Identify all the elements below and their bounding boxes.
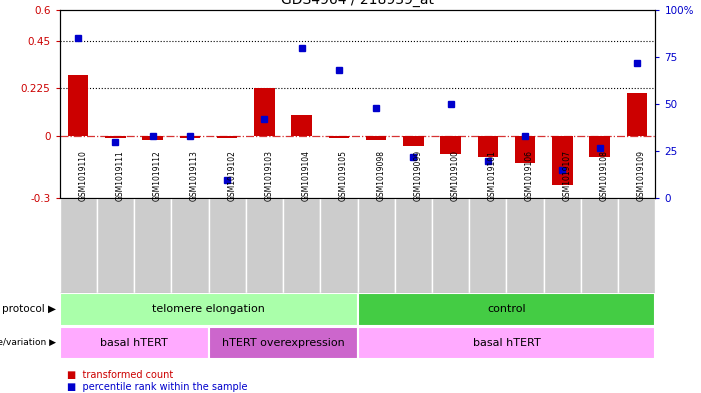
Text: GSM1019101: GSM1019101 — [488, 151, 497, 201]
Bar — [60, 294, 358, 325]
Bar — [395, 198, 432, 293]
Text: GSM1019111: GSM1019111 — [116, 151, 125, 201]
Bar — [403, 136, 423, 146]
Bar — [142, 136, 163, 140]
Bar — [329, 136, 349, 138]
Text: GSM1019107: GSM1019107 — [562, 150, 571, 201]
Bar — [217, 136, 238, 138]
Bar — [97, 198, 134, 293]
Text: GSM1019108: GSM1019108 — [599, 151, 608, 201]
Text: GSM1019106: GSM1019106 — [525, 150, 534, 201]
Bar — [358, 327, 655, 359]
Bar — [292, 115, 312, 136]
Bar — [544, 198, 581, 293]
Bar — [246, 198, 283, 293]
Title: GDS4964 / 218939_at: GDS4964 / 218939_at — [281, 0, 434, 7]
Bar — [105, 136, 125, 138]
Bar — [171, 198, 209, 293]
Text: GSM1019110: GSM1019110 — [79, 151, 87, 201]
Bar — [134, 198, 171, 293]
Bar — [358, 294, 655, 325]
Bar — [209, 198, 246, 293]
Bar — [440, 136, 461, 154]
Bar — [581, 198, 618, 293]
Text: basal hTERT: basal hTERT — [472, 338, 540, 348]
Text: basal hTERT: basal hTERT — [100, 338, 168, 348]
Bar — [283, 198, 320, 293]
Bar — [254, 88, 275, 136]
Text: GSM1019098: GSM1019098 — [376, 150, 385, 201]
Text: GSM1019104: GSM1019104 — [301, 150, 311, 201]
Bar — [590, 136, 610, 156]
Bar — [179, 136, 200, 138]
Text: telomere elongation: telomere elongation — [152, 305, 265, 314]
Text: GSM1019103: GSM1019103 — [264, 150, 273, 201]
Bar — [358, 198, 395, 293]
Text: GSM1019100: GSM1019100 — [451, 150, 460, 201]
Bar — [618, 198, 655, 293]
Bar — [366, 136, 386, 140]
Bar — [515, 136, 536, 163]
Bar — [320, 198, 358, 293]
Bar — [506, 198, 544, 293]
Text: control: control — [487, 305, 526, 314]
Bar — [209, 327, 358, 359]
Bar — [552, 136, 573, 185]
Text: GSM1019113: GSM1019113 — [190, 151, 199, 201]
Text: ■  percentile rank within the sample: ■ percentile rank within the sample — [67, 382, 247, 392]
Bar — [627, 93, 647, 136]
Bar — [68, 75, 88, 136]
Text: genotype/variation ▶: genotype/variation ▶ — [0, 338, 56, 347]
Text: GSM1019099: GSM1019099 — [414, 150, 423, 201]
Text: GSM1019112: GSM1019112 — [153, 151, 162, 201]
Text: GSM1019105: GSM1019105 — [339, 150, 348, 201]
Bar — [60, 327, 209, 359]
Bar — [477, 136, 498, 156]
Text: hTERT overexpression: hTERT overexpression — [222, 338, 344, 348]
Text: protocol ▶: protocol ▶ — [2, 305, 56, 314]
Text: ■  transformed count: ■ transformed count — [67, 370, 173, 380]
Text: GSM1019109: GSM1019109 — [637, 150, 646, 201]
Bar — [469, 198, 506, 293]
Text: GSM1019102: GSM1019102 — [227, 151, 236, 201]
Bar — [432, 198, 469, 293]
Bar — [60, 198, 97, 293]
